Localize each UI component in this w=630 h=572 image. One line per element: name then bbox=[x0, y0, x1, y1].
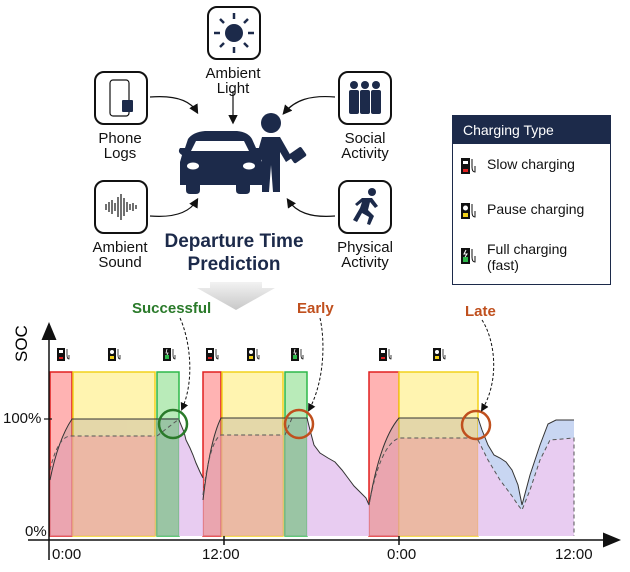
block-battery-icons bbox=[57, 348, 446, 361]
legend-item-slow: Slow charging bbox=[459, 156, 575, 176]
y-axis-label: SOC bbox=[12, 325, 31, 362]
sound-wave-icon bbox=[105, 194, 137, 220]
soc-dashed-area bbox=[50, 435, 478, 536]
legend-item-pause: Pause charging bbox=[459, 201, 584, 221]
successful-marker bbox=[157, 408, 189, 440]
legend-item-fast: Full charging (fast) bbox=[459, 241, 567, 273]
early-marker bbox=[283, 408, 315, 440]
annotation-early: Early bbox=[297, 300, 334, 317]
social-activity-box bbox=[338, 71, 392, 125]
physical-activity-box bbox=[338, 180, 392, 234]
slow-charging-battery-icon bbox=[461, 158, 476, 174]
group-people-icon bbox=[349, 81, 381, 114]
physical-activity-label: Physical Activity bbox=[337, 239, 393, 271]
x-tick-0: 0:00 bbox=[52, 546, 82, 563]
y-tick-100: 100% bbox=[3, 410, 42, 427]
diagram-title: Departure Time Prediction bbox=[164, 231, 304, 275]
charging-type-legend: Charging Type Slow charging Pause chargi… bbox=[452, 115, 611, 285]
ambient-sound-label: Ambient Sound bbox=[92, 239, 148, 271]
ambient-sound-box bbox=[94, 180, 148, 234]
pause-charging-battery-icon bbox=[461, 203, 476, 219]
fast-charging-battery-icon bbox=[461, 248, 476, 264]
down-arrow-icon bbox=[197, 282, 275, 310]
phone-logs-label: Phone Logs bbox=[98, 130, 142, 162]
phone-logs-box bbox=[94, 71, 148, 125]
smartphone-icon bbox=[109, 79, 133, 117]
input-arrows bbox=[149, 91, 336, 217]
ambient-light-label: Ambient Light bbox=[205, 65, 261, 97]
ambient-light-box bbox=[207, 6, 261, 60]
x-tick-1: 12:00 bbox=[202, 546, 240, 563]
discharge-areas bbox=[179, 418, 574, 536]
annotation-late: Late bbox=[465, 303, 496, 320]
x-tick-3: 12:00 bbox=[555, 546, 593, 563]
late-marker bbox=[460, 409, 492, 441]
sun-icon bbox=[214, 13, 254, 53]
annotation-successful: Successful bbox=[132, 300, 212, 317]
running-person-icon bbox=[353, 188, 378, 225]
social-activity-label: Social Activity bbox=[341, 130, 389, 162]
car-with-person-icon bbox=[178, 113, 307, 194]
x-tick-2: 0:00 bbox=[387, 546, 417, 563]
legend-title: Charging Type bbox=[453, 116, 610, 144]
y-tick-0: 0% bbox=[25, 523, 47, 540]
soc-chart bbox=[28, 317, 621, 560]
